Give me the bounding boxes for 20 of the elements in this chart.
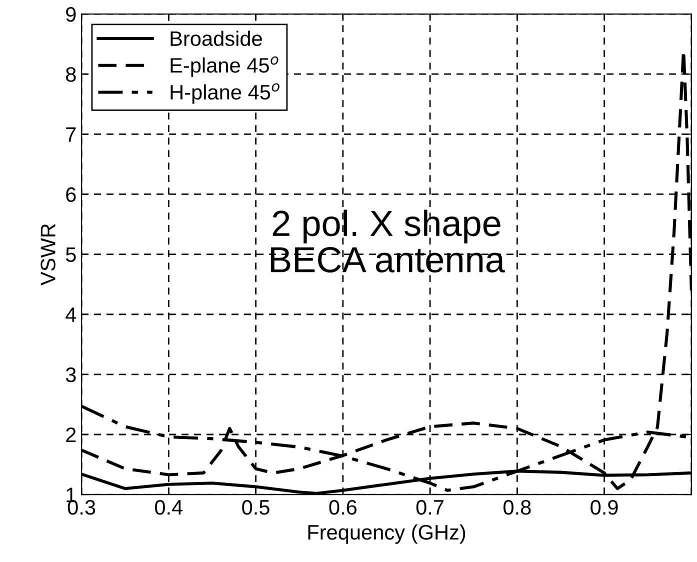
y-tick-label: 4 bbox=[66, 308, 76, 322]
legend-label: H-plane 45$^{o}$ bbox=[170, 83, 280, 104]
y-tick-label: 2 bbox=[66, 428, 76, 442]
y-axis-title: VSWR bbox=[40, 224, 56, 286]
x-tick-label: 0.7 bbox=[416, 500, 444, 515]
legend-label: E-plane 45$^{o}$ bbox=[170, 56, 278, 77]
legend-label: Broadside bbox=[170, 30, 262, 46]
y-tick-label: 3 bbox=[66, 367, 76, 382]
x-tick-label: 0.6 bbox=[329, 500, 356, 515]
y-tick-label: 5 bbox=[66, 248, 76, 262]
annotation: 2 pol. X shape BECA antenna bbox=[270, 210, 505, 273]
y-tick-label: 8 bbox=[66, 67, 76, 82]
x-tick-label: 0.8 bbox=[504, 500, 531, 515]
y-tick-label: 9 bbox=[66, 7, 76, 22]
x-axis-title: Frequency (GHz) bbox=[308, 524, 466, 544]
x-tick-label: 0.5 bbox=[242, 500, 270, 515]
y-tick-label: 7 bbox=[66, 127, 76, 142]
x-tick-label: 0.9 bbox=[590, 500, 618, 515]
y-tick-label: 6 bbox=[66, 187, 76, 202]
x-tick-label: 0.4 bbox=[155, 500, 183, 515]
